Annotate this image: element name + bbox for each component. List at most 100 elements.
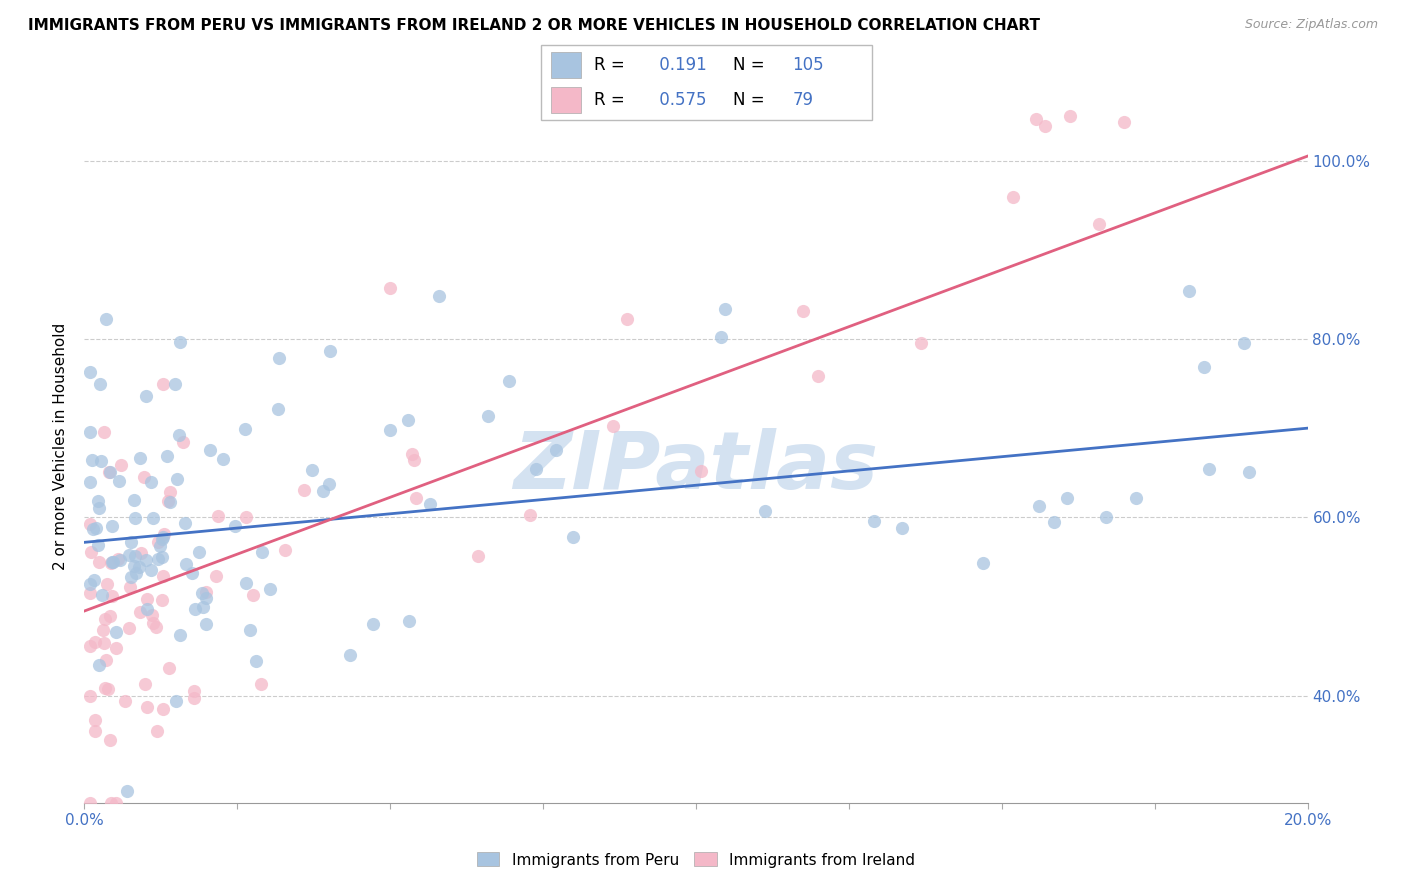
Point bbox=[318, 477, 340, 491]
Point bbox=[139, 475, 162, 489]
Point bbox=[89, 501, 111, 516]
Y-axis label: 2 or more Vehicles in Household: 2 or more Vehicles in Household bbox=[53, 322, 69, 570]
Point bbox=[148, 535, 170, 549]
Point bbox=[498, 374, 520, 388]
Point bbox=[1025, 112, 1047, 126]
Point bbox=[361, 616, 384, 631]
Point bbox=[128, 560, 150, 574]
Point bbox=[167, 428, 190, 442]
Point bbox=[93, 636, 115, 650]
Point bbox=[1112, 115, 1135, 129]
Point bbox=[1028, 499, 1050, 513]
Point bbox=[1095, 510, 1118, 524]
Point bbox=[129, 546, 152, 560]
Point bbox=[152, 593, 174, 607]
Point bbox=[84, 521, 107, 535]
Point bbox=[135, 553, 157, 567]
Point bbox=[146, 552, 169, 566]
Point bbox=[259, 582, 281, 596]
Point bbox=[292, 483, 315, 497]
Point bbox=[184, 602, 207, 616]
Point bbox=[524, 462, 547, 476]
Point bbox=[792, 304, 814, 318]
Point bbox=[135, 699, 157, 714]
Point bbox=[312, 484, 335, 499]
Point bbox=[467, 549, 489, 563]
Point bbox=[129, 605, 152, 619]
Point bbox=[972, 556, 994, 570]
Point bbox=[191, 600, 214, 615]
Point bbox=[1033, 119, 1056, 133]
Point bbox=[212, 451, 235, 466]
Point bbox=[519, 508, 541, 523]
Point bbox=[169, 335, 191, 350]
Point bbox=[149, 539, 172, 553]
Point bbox=[94, 681, 117, 696]
Point bbox=[122, 558, 145, 573]
Point bbox=[152, 530, 174, 544]
Point bbox=[146, 723, 169, 738]
Text: R =: R = bbox=[595, 56, 630, 74]
Point bbox=[79, 796, 101, 810]
Point bbox=[101, 589, 124, 603]
Point bbox=[807, 369, 830, 384]
Point bbox=[135, 601, 157, 615]
Point bbox=[79, 365, 101, 379]
Point bbox=[87, 657, 110, 672]
Point bbox=[318, 344, 340, 359]
Point bbox=[98, 465, 121, 479]
Point bbox=[602, 418, 624, 433]
Point bbox=[402, 453, 425, 467]
Point bbox=[165, 377, 187, 392]
Point bbox=[107, 552, 129, 566]
Point bbox=[754, 504, 776, 518]
Text: ZIPatlas: ZIPatlas bbox=[513, 428, 879, 507]
FancyBboxPatch shape bbox=[551, 52, 581, 78]
Point bbox=[103, 555, 125, 569]
Point bbox=[159, 495, 181, 509]
Point bbox=[1178, 284, 1201, 298]
Text: N =: N = bbox=[733, 56, 770, 74]
Point bbox=[152, 702, 174, 716]
Point bbox=[380, 281, 402, 295]
Point bbox=[118, 580, 141, 594]
Point bbox=[157, 660, 180, 674]
Point bbox=[1198, 462, 1220, 476]
Point bbox=[1233, 336, 1256, 351]
Point bbox=[890, 521, 912, 535]
Point bbox=[139, 563, 162, 577]
Point bbox=[124, 549, 146, 564]
Point bbox=[1059, 109, 1081, 123]
Point bbox=[235, 576, 257, 591]
Point bbox=[239, 623, 262, 637]
Point bbox=[159, 484, 181, 499]
Point bbox=[242, 588, 264, 602]
Text: 79: 79 bbox=[793, 91, 814, 109]
Point bbox=[80, 545, 103, 559]
Point bbox=[166, 472, 188, 486]
Point bbox=[79, 586, 101, 600]
Point bbox=[398, 614, 420, 628]
Point bbox=[90, 454, 112, 468]
Point bbox=[710, 330, 733, 344]
Point bbox=[96, 577, 118, 591]
Point bbox=[129, 450, 152, 465]
Point bbox=[266, 401, 288, 416]
Text: 105: 105 bbox=[793, 56, 824, 74]
Text: N =: N = bbox=[733, 91, 770, 109]
Point bbox=[401, 447, 423, 461]
Point bbox=[150, 532, 173, 546]
Point bbox=[114, 694, 136, 708]
Point bbox=[150, 549, 173, 564]
Point bbox=[233, 422, 256, 436]
Point bbox=[183, 691, 205, 706]
Point bbox=[101, 519, 124, 533]
Point bbox=[105, 625, 128, 640]
Point bbox=[863, 514, 886, 528]
Point bbox=[1125, 491, 1147, 505]
Point bbox=[339, 648, 361, 662]
Point bbox=[135, 592, 157, 607]
Point bbox=[195, 617, 218, 632]
Text: R =: R = bbox=[595, 91, 630, 109]
Legend: Immigrants from Peru, Immigrants from Ireland: Immigrants from Peru, Immigrants from Ir… bbox=[471, 847, 921, 873]
